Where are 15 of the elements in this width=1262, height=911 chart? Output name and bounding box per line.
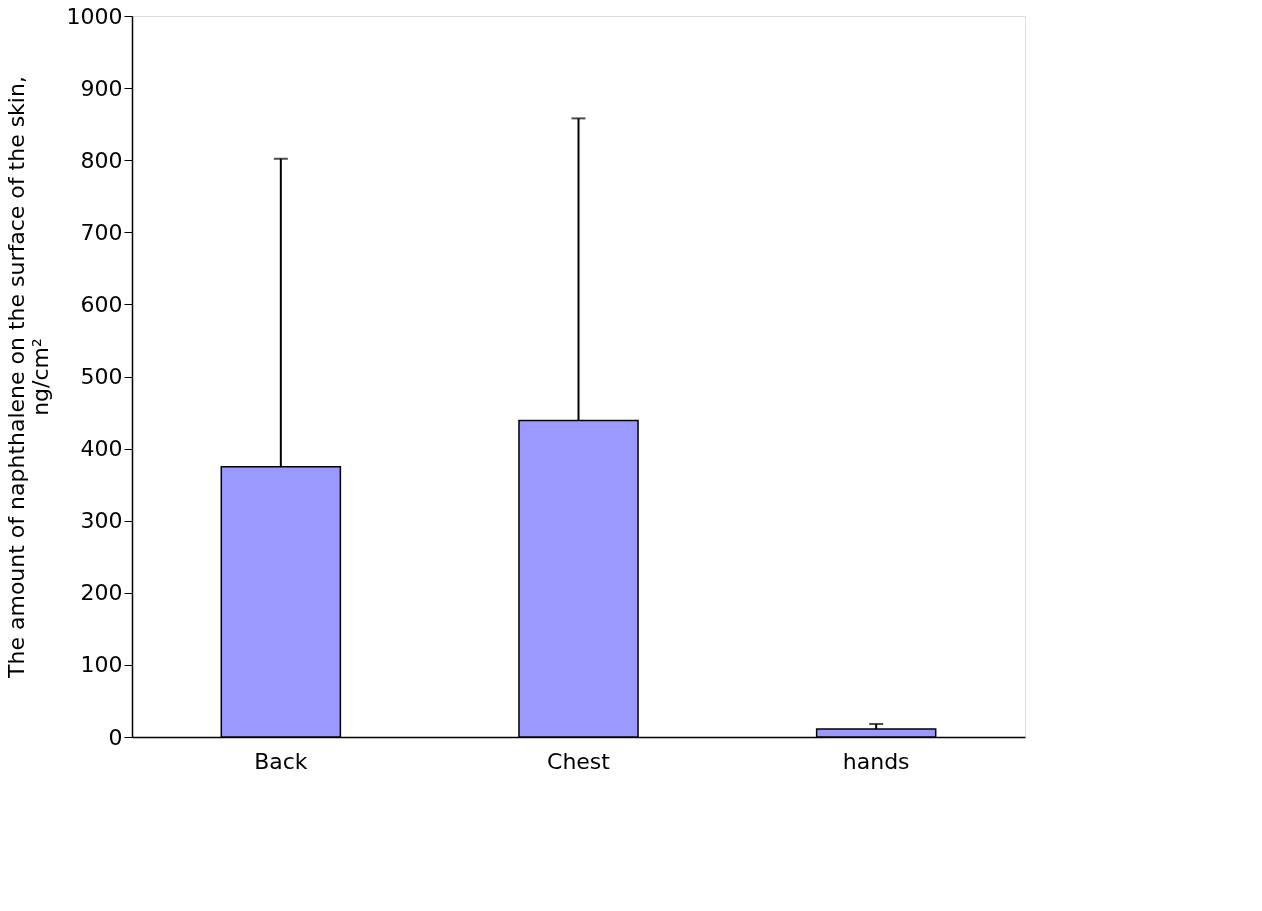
- y-tick-label: 100: [80, 652, 123, 678]
- y-tick-label: 500: [80, 364, 123, 389]
- y-tick-label: 200: [80, 580, 123, 606]
- x-tick-label: Back: [254, 748, 308, 774]
- y-axis-title: The amount of naphthalene on the surface of the skin, ng/cm²: [3, 76, 53, 679]
- y-tick-label: 400: [80, 436, 123, 462]
- x-tick-label: Chest: [547, 748, 611, 774]
- y-tick-label: 1000: [66, 3, 123, 29]
- y-tick-label: 600: [80, 291, 123, 317]
- y-tick-label: 300: [80, 508, 123, 534]
- y-tick-label: 900: [80, 75, 123, 101]
- y-tick-label: 0: [108, 724, 123, 750]
- x-tick-label: hands: [842, 748, 910, 774]
- y-tick-label: 700: [80, 219, 123, 245]
- y-tick-label: 800: [80, 147, 123, 173]
